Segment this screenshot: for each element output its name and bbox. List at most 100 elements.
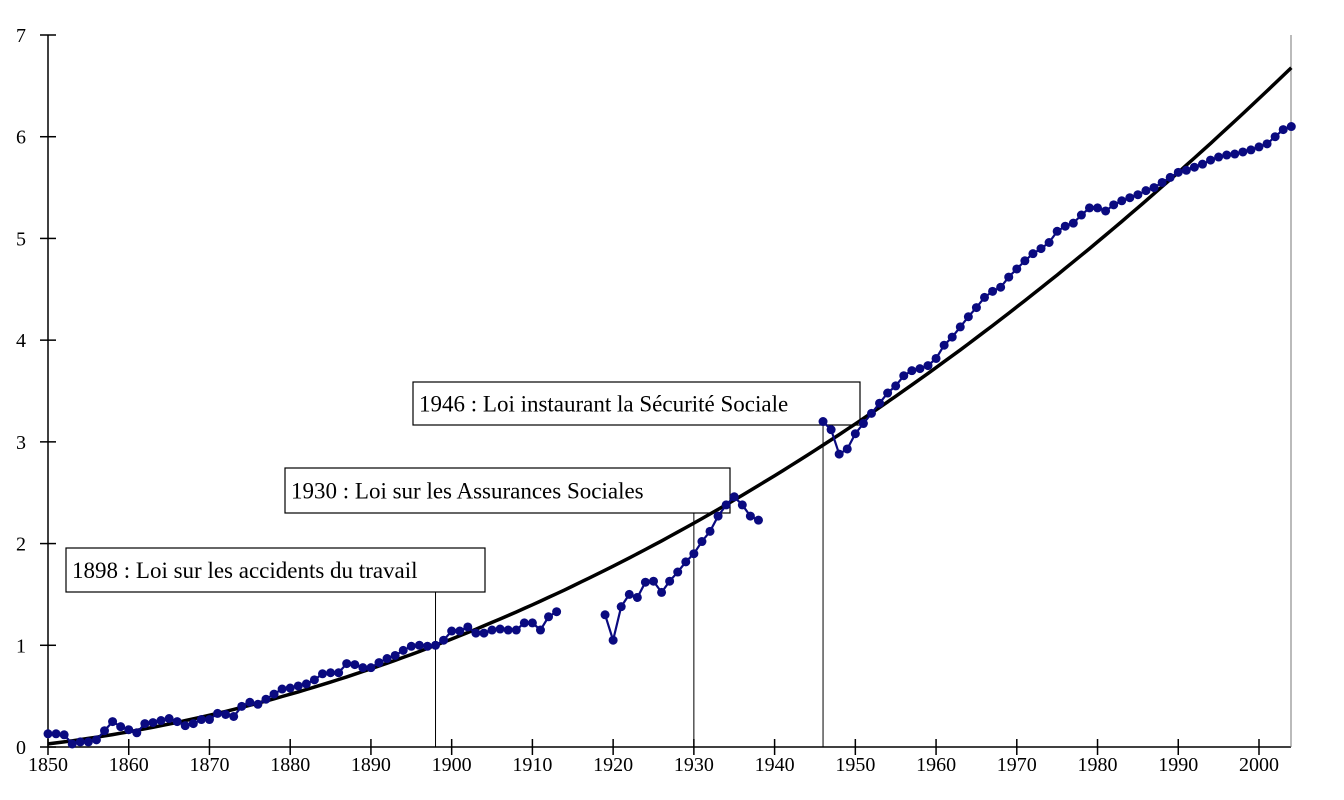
- data-point: [100, 726, 110, 736]
- data-point: [253, 699, 263, 709]
- data-point: [414, 640, 424, 650]
- data-point: [1262, 139, 1272, 149]
- data-point: [1286, 122, 1296, 132]
- data-point: [83, 737, 93, 747]
- x-tick-label: 1990: [1158, 754, 1198, 776]
- data-point: [955, 322, 965, 332]
- x-tick-label: 1910: [512, 754, 552, 776]
- annotation-box: [412, 381, 861, 426]
- data-point: [59, 730, 69, 740]
- data-point: [1117, 196, 1127, 206]
- data-point: [1189, 162, 1199, 172]
- data-point: [422, 641, 432, 651]
- x-tick-label: 1980: [1078, 754, 1118, 776]
- data-point: [745, 511, 755, 521]
- data-point: [875, 398, 885, 408]
- data-point: [988, 286, 998, 296]
- data-point: [51, 729, 61, 739]
- data-point: [600, 610, 610, 620]
- data-point: [1044, 237, 1054, 247]
- data-point: [406, 641, 416, 651]
- data-point: [697, 537, 707, 547]
- y-tick-label: 7: [16, 25, 26, 47]
- annotation-text: 1898 : Loi sur les accidents du travail: [72, 558, 418, 583]
- data-point: [705, 526, 715, 536]
- data-point: [939, 340, 949, 350]
- data-point: [834, 449, 844, 459]
- data-point: [850, 429, 860, 439]
- data-point: [681, 557, 691, 567]
- data-point: [439, 635, 449, 645]
- data-point: [350, 660, 360, 670]
- annotation: 1946 : Loi instaurant la Sécurité Social…: [412, 381, 861, 747]
- data-point: [826, 425, 836, 435]
- data-point: [204, 715, 214, 725]
- data-point: [237, 701, 247, 711]
- axes: 0 1 2 3 4 5 6 7 1850 1860 1870 1880 1890 1900 1910 1920…: [16, 25, 1292, 776]
- data-point: [1181, 165, 1191, 175]
- data-point: [261, 694, 271, 704]
- data-point: [140, 719, 150, 729]
- data-point: [245, 697, 255, 707]
- data-point: [544, 612, 554, 622]
- data-point: [447, 626, 457, 636]
- data-point: [326, 668, 336, 678]
- x-tick-label: 1940: [755, 754, 795, 776]
- data-point: [1036, 244, 1046, 254]
- annotation-box: [65, 547, 486, 593]
- x-tick-label: 1920: [593, 754, 633, 776]
- data-point: [1141, 186, 1151, 196]
- data-point: [1093, 203, 1103, 213]
- data-point: [737, 500, 747, 510]
- data-point: [124, 725, 134, 735]
- data-point: [519, 618, 529, 628]
- data-point: [309, 675, 319, 685]
- data-point: [67, 739, 77, 749]
- data-point: [640, 577, 650, 587]
- y-tick-label: 2: [16, 534, 26, 556]
- data-point: [1238, 147, 1248, 157]
- data-point: [479, 628, 489, 638]
- data-point: [657, 587, 667, 597]
- data-point: [1133, 190, 1143, 200]
- y-tick-label: 6: [16, 127, 26, 149]
- data-point: [91, 735, 101, 745]
- data-point: [398, 645, 408, 655]
- data-point: [1012, 264, 1022, 274]
- annotation-text: 1930 : Loi sur les Assurances Sociales: [291, 479, 644, 504]
- data-point: [172, 717, 182, 727]
- data-point: [971, 303, 981, 313]
- data-point: [1222, 150, 1232, 160]
- data-point: [1028, 249, 1038, 259]
- x-tick-label: 1850: [28, 754, 68, 776]
- data-point: [608, 635, 618, 645]
- data-point: [164, 714, 174, 724]
- y-tick-label: 0: [16, 737, 26, 759]
- data-point: [996, 282, 1006, 292]
- series-line-segment: [822, 125, 1292, 456]
- data-point: [116, 722, 126, 732]
- data-point: [285, 683, 295, 693]
- data-point: [915, 364, 925, 374]
- data-point: [156, 716, 166, 726]
- data-point: [301, 679, 311, 689]
- data-point: [511, 625, 521, 635]
- data-point: [1173, 167, 1183, 177]
- data-point: [1149, 183, 1159, 193]
- data-point: [1004, 272, 1014, 282]
- y-tick-label: 4: [16, 330, 26, 352]
- annotation-text: 1946 : Loi instaurant la Sécurité Social…: [419, 392, 788, 417]
- data-point: [899, 371, 909, 381]
- data-point: [866, 408, 876, 418]
- x-tick-label: 2000: [1239, 754, 1279, 776]
- data-point: [1060, 221, 1070, 231]
- data-point: [1246, 145, 1256, 155]
- data-point: [221, 709, 231, 719]
- y-tick-label: 5: [16, 228, 26, 250]
- data-point: [842, 444, 852, 454]
- x-tick-label: 1900: [432, 754, 472, 776]
- data-point: [616, 602, 626, 612]
- data-point: [1068, 218, 1078, 228]
- data-point: [624, 589, 634, 599]
